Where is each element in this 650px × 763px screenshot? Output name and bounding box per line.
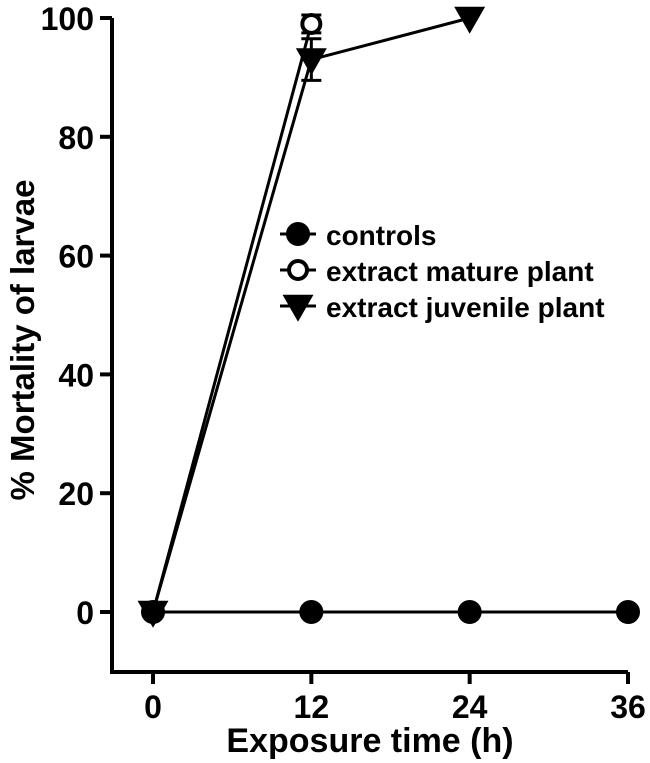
x-tick-label: 0 [144,689,162,725]
legend-marker [286,222,310,246]
x-tick-label: 12 [294,689,330,725]
legend-label: extract juvenile plant [326,292,605,323]
y-tick-label: 80 [58,120,94,156]
data-point [454,6,486,34]
legend: controls extract mature plant extract juve… [280,220,605,323]
data-point [300,12,323,35]
data-point [616,600,640,624]
data-point [457,600,482,624]
y-tick-label: 40 [58,357,94,393]
x-tick-label: 36 [610,689,646,725]
y-tick-label: 20 [58,476,94,512]
legend-label: extract mature plant [326,256,594,287]
legend-label: controls [326,220,436,251]
x-tick-label: 24 [452,689,488,725]
series-line [151,23,313,613]
series-controls [141,600,640,624]
y-tick-label: 0 [76,595,94,631]
data-point [141,600,165,624]
series-extract-mature-plant [142,12,323,623]
x-axis-label: Exposure time (h) [226,722,513,760]
data-point [295,48,327,76]
y-tick-label: 60 [58,239,94,275]
y-axis-label: % Mortality of larvae [4,180,41,501]
legend-item: controls [280,220,436,251]
legend-item: extract juvenile plant [280,292,605,323]
legend-item: extract mature plant [280,256,594,287]
legend-marker [282,294,314,322]
data-point [299,600,324,624]
y-tick-label: 100 [41,1,94,37]
series-layer [137,6,640,628]
axes: 0 20 40 60 80 100 0 12 24 36 [41,1,646,725]
legend-marker [287,259,309,281]
